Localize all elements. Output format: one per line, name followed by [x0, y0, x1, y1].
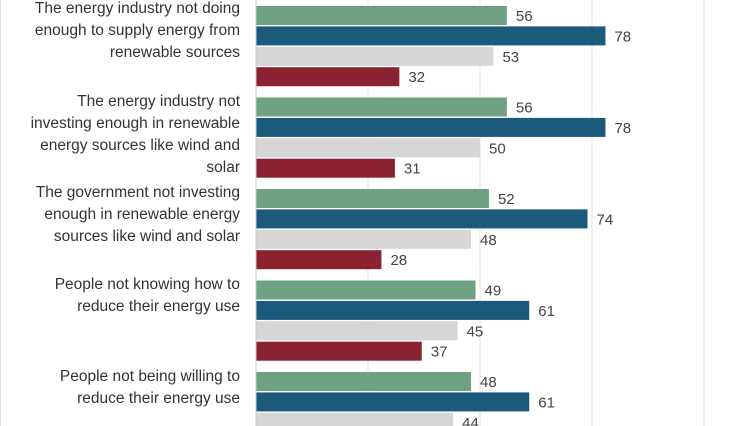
bar	[256, 300, 530, 320]
data-label: 74	[597, 211, 614, 228]
bar	[256, 158, 395, 178]
bar	[256, 97, 507, 117]
bar	[256, 46, 494, 66]
data-label: 61	[538, 303, 555, 320]
bar	[256, 229, 472, 249]
bar	[256, 280, 476, 300]
data-label: 50	[489, 140, 506, 157]
bar	[256, 250, 382, 270]
data-label: 48	[480, 232, 497, 249]
bar	[256, 6, 507, 25]
data-label: 78	[614, 28, 631, 45]
data-label: 56	[516, 100, 533, 117]
data-label: 53	[502, 49, 519, 66]
bar	[256, 189, 489, 208]
data-label: 44	[462, 415, 479, 426]
data-label: 52	[498, 191, 515, 208]
bar	[256, 321, 458, 341]
bar	[256, 412, 454, 426]
data-label: 31	[404, 161, 421, 178]
category-label: People not knowing how to reduce their e…	[54, 276, 240, 315]
category-label: People not being willing to reduce their…	[59, 368, 240, 407]
bar	[256, 392, 530, 412]
data-label: 28	[390, 252, 407, 269]
data-label: 49	[485, 283, 502, 300]
data-label: 37	[431, 344, 448, 361]
bar	[256, 138, 480, 158]
category-label: The energy industry not investing enough…	[30, 93, 240, 176]
category-label: The government not investing enough in r…	[35, 184, 240, 245]
data-label: 48	[480, 374, 497, 391]
bar	[256, 67, 400, 87]
bar	[256, 372, 472, 391]
bar	[256, 341, 422, 361]
bar	[256, 117, 606, 137]
data-label: 32	[408, 69, 425, 86]
bar	[256, 209, 588, 229]
data-label: 56	[516, 8, 533, 25]
data-label: 78	[614, 120, 631, 137]
data-label: 45	[467, 323, 484, 340]
data-label: 61	[538, 394, 555, 411]
bar	[256, 26, 606, 46]
category-label: The energy industry not doing enough to …	[34, 0, 240, 61]
